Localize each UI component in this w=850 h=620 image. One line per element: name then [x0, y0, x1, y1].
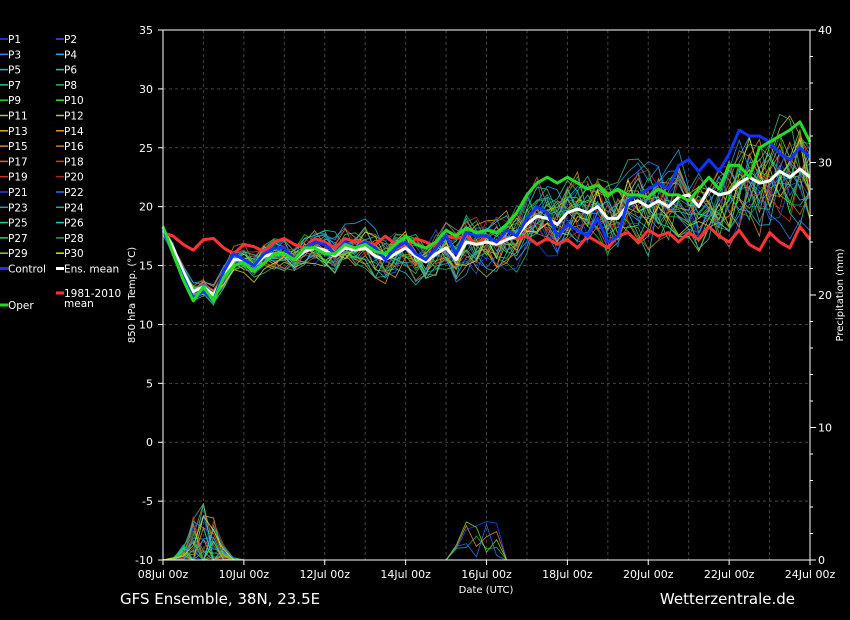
- plot-grid: [162, 29, 811, 561]
- x-tick-label: 18Jul 00z: [542, 568, 593, 581]
- y-tick-label: 20: [139, 201, 153, 214]
- y2-tick-label: 0: [818, 554, 825, 567]
- y-tick-label: 5: [146, 377, 153, 390]
- legend-label: Ens. mean: [64, 264, 119, 276]
- legend-label: P21: [8, 187, 28, 199]
- x-tick-label: 16Jul 00z: [461, 568, 512, 581]
- legend-label: P5: [8, 65, 21, 77]
- plot-axes: -10 -5 0 5 10 15 20 25 30 35 0 10 20 30 40 08Jul 00z 10J…: [135, 24, 835, 581]
- legend-label: P22: [64, 187, 84, 199]
- legend-label: P28: [64, 233, 84, 245]
- legend: P1 P2 P3 P4 P5 P6 P7 P8 P9 P10 P11 P12 P13 P14 P15 P16 P…: [0, 34, 121, 312]
- legend-label: P6: [64, 65, 77, 77]
- member-line: [162, 114, 811, 299]
- member-precip-line: [162, 540, 810, 561]
- y2-tick-label: 40: [818, 24, 832, 37]
- legend-label: 1981-2010: [64, 288, 121, 300]
- legend-label: mean: [64, 298, 94, 310]
- legend-label: P10: [64, 95, 84, 107]
- x-tick-label: 10Jul 00z: [219, 568, 270, 581]
- legend-label: P4: [64, 49, 77, 61]
- legend-label: Control: [8, 264, 46, 276]
- legend-label: P16: [64, 141, 84, 153]
- y2-axis-label: Precipitation (mm): [835, 248, 846, 341]
- y-tick-label: 30: [139, 83, 153, 96]
- x-tick-label: 12Jul 00z: [299, 568, 350, 581]
- y2-tick-label: 10: [818, 422, 832, 435]
- x-tick-label: 14Jul 00z: [380, 568, 431, 581]
- y-tick-label: 0: [146, 436, 153, 449]
- legend-label: P19: [8, 172, 28, 184]
- legend-label: P30: [64, 248, 84, 260]
- legend-label: P1: [8, 34, 21, 46]
- legend-label: P12: [64, 111, 84, 123]
- y-tick-label: -5: [142, 495, 153, 508]
- x-tick-label: 20Jul 00z: [623, 568, 674, 581]
- legend-label: Oper: [8, 300, 34, 312]
- legend-label: P25: [8, 218, 28, 230]
- legend-label: P2: [64, 34, 77, 46]
- y2-tick-label: 30: [818, 157, 832, 170]
- y-tick-label: -10: [135, 554, 153, 567]
- legend-label: P11: [8, 111, 28, 123]
- y-tick-label: 15: [139, 260, 153, 273]
- member-precip-line: [162, 527, 810, 561]
- legend-label: P13: [8, 126, 28, 138]
- member-precip-line: [163, 525, 810, 562]
- x-tick-label: 24Jul 00z: [785, 568, 836, 581]
- chart-title: Athens (GR) 850 hPa Temp. & Precipitatio…: [151, 2, 720, 22]
- y-tick-label: 35: [139, 24, 153, 37]
- legend-label: P17: [8, 156, 28, 168]
- legend-label: P27: [8, 233, 28, 245]
- x-tick-label: 22Jul 00z: [704, 568, 755, 581]
- legend-label: P3: [8, 49, 21, 61]
- y-tick-label: 10: [139, 318, 153, 331]
- legend-label: P15: [8, 141, 28, 153]
- legend-label: P20: [64, 172, 84, 184]
- series-control: [161, 128, 812, 303]
- legend-label: P8: [64, 80, 77, 92]
- legend-label: P26: [64, 218, 84, 230]
- x-axis-label: Date (UTC): [459, 585, 514, 596]
- legend-label: P23: [8, 202, 28, 214]
- y-tick-label: 25: [139, 142, 153, 155]
- x-tick-label: 08Jul 00z: [138, 568, 189, 581]
- legend-label: P24: [64, 202, 84, 214]
- series-lines: [161, 120, 812, 303]
- series-ens-mean: [161, 167, 811, 297]
- footer-site: Wetterzentrale.de: [660, 590, 795, 608]
- legend-label: P7: [8, 80, 21, 92]
- legend-label: P18: [64, 156, 84, 168]
- footer-source: GFS Ensemble, 38N, 23.5E: [120, 590, 320, 608]
- legend-label: P14: [64, 126, 84, 138]
- series-oper: [161, 120, 812, 303]
- y2-tick-label: 20: [818, 289, 832, 302]
- y-axis-label: 850 hPa Temp. (°C): [127, 247, 138, 343]
- legend-label: P9: [8, 95, 21, 107]
- legend-label: P29: [8, 248, 28, 260]
